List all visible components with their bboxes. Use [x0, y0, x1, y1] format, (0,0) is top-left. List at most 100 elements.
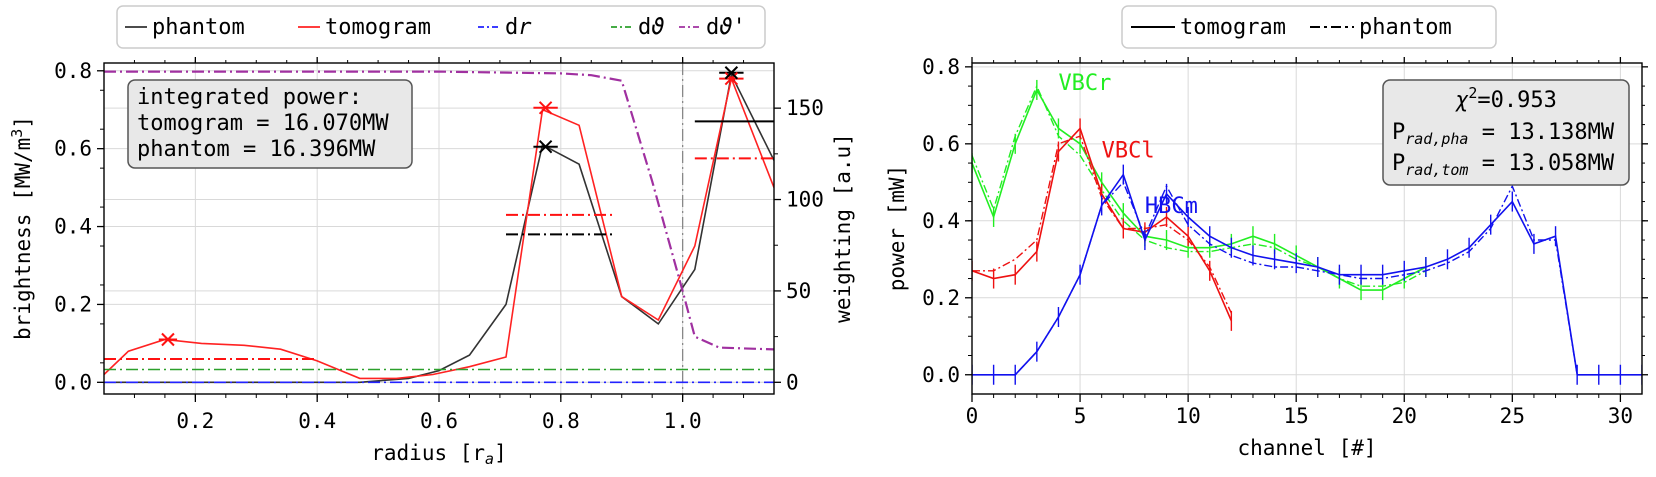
- x-axis-label-left: radius [ra]: [371, 441, 506, 468]
- legend-label-suffix: ': [733, 15, 746, 40]
- phantom-line-hbcm: [972, 181, 1642, 376]
- legend-label-italic: ϑ: [651, 15, 664, 40]
- annotation-line-1: integrated power:: [137, 85, 362, 110]
- phantom-line-vbcr: [972, 84, 1427, 287]
- y-tick-label-right: 0.2: [922, 286, 960, 310]
- series-label-vbcr: VBCr: [1058, 71, 1111, 96]
- legend-label-right-1: phantom: [1359, 15, 1452, 40]
- x-tick-label-right: 20: [1392, 404, 1417, 428]
- p-tom-main: P: [1392, 151, 1405, 176]
- x-tick-label-right: 10: [1175, 404, 1200, 428]
- chart-right: 0 5 10 15 20 25 30 0.0 0.2 0.4 0.6 0.8 VBCr VBCl HBCm…: [885, 5, 1648, 460]
- legend-label-0: phantom: [152, 15, 245, 40]
- y-axis-label-main: brightness [MW/m: [11, 138, 35, 340]
- peak-marker: [161, 332, 175, 347]
- series-right: [972, 79, 1642, 385]
- y-axis-label-left: brightness [MW/m3]: [8, 116, 35, 340]
- legend-label-1: tomogram: [325, 15, 431, 40]
- annotation-box-left: integrated power: tomogram = 16.070MW ph…: [127, 79, 413, 169]
- legend-label-2: dr: [505, 15, 532, 40]
- y-tick-label: 0.8: [54, 59, 92, 83]
- legend-entries-right: tomogram phantom: [1131, 15, 1452, 40]
- p-rad-pha-text: Prad,pha = 13.138MW: [1392, 120, 1615, 148]
- y-tick-label-right: 0.0: [922, 363, 960, 387]
- series-labels-right: VBCr VBCl HBCm: [1058, 71, 1197, 219]
- legend-frame-right: [1121, 5, 1497, 49]
- ticks-left: 0.2 0.4 0.6 0.8 1.0 0.0 0.2 0.4 0.6 0.8 0 50 100 150: [54, 57, 824, 433]
- x-tick-label-right: 5: [1074, 404, 1087, 428]
- x-tick-label-right: 25: [1500, 404, 1525, 428]
- x-tick-label: 0.6: [420, 409, 458, 433]
- p-pha-value: = 13.138MW: [1468, 120, 1614, 145]
- series-line-tomogram: [104, 75, 774, 380]
- y2-tick-label: 50: [786, 279, 811, 303]
- y-tick-label: 0.2: [54, 292, 92, 316]
- annotation-box-frame: [127, 79, 413, 169]
- y-tick-label-right: 0.8: [922, 55, 960, 79]
- chi-value: =0.953: [1477, 88, 1556, 113]
- x-tick-label-right: 15: [1284, 404, 1309, 428]
- legend-label-italic: ϑ: [719, 15, 732, 40]
- chart-left: 0.2 0.4 0.6 0.8 1.00.00.20.40.60.8050100150 …: [8, 5, 855, 468]
- y-axis-label-right: power [mW]: [885, 165, 909, 291]
- chi-squared-text: χ2=0.953: [1455, 84, 1557, 113]
- x-tick-label: 0.2: [176, 409, 214, 433]
- p-tom-value: = 13.058MW: [1468, 151, 1614, 176]
- y-tick-label: 0.6: [54, 137, 92, 161]
- y2-tick-label: 0: [786, 370, 799, 394]
- series-line-dtheta-prime: [104, 70, 774, 351]
- x-tick-label: 0.8: [542, 409, 580, 433]
- p-rad-tom-text: Prad,tom = 13.058MW: [1392, 151, 1615, 179]
- legend-right: tomogram phantom: [1121, 5, 1497, 49]
- x-axis-label-main: radius [r: [371, 441, 485, 465]
- legend-left: phantom tomogram dr dϑ dϑ': [116, 5, 766, 49]
- peak-marker: [538, 140, 553, 154]
- y-tick-label-right: 0.4: [922, 209, 960, 233]
- annotation-line-2: tomogram = 16.070MW: [137, 111, 389, 136]
- y2-axis-label-left: weighting [a.u]: [831, 133, 855, 323]
- annotation-box-frame-right: [1382, 79, 1630, 186]
- x-tick-label: 0.4: [298, 409, 336, 433]
- p-pha-main: P: [1392, 120, 1405, 145]
- legend-label-4: dϑ': [706, 15, 746, 40]
- legend-label-main: d: [505, 15, 518, 40]
- x-tick-label-right: 0: [966, 404, 979, 428]
- tomogram-line-vbcr: [972, 88, 1427, 291]
- series-label-hbcm: HBCm: [1145, 194, 1198, 219]
- y-tick-label: 0.0: [54, 370, 92, 394]
- ticks-right: 0 5 10 15 20 25 30 0.0 0.2 0.4 0.6 0.8: [922, 55, 1648, 428]
- peak-marker: [724, 71, 739, 86]
- y-tick-label: 0.4: [54, 215, 92, 239]
- series-label-vbcl: VBCl: [1102, 138, 1155, 163]
- x-axis-label-close: ]: [494, 441, 507, 465]
- annotation-line-3: phantom = 16.396MW: [137, 137, 376, 162]
- x-tick-label: 1.0: [664, 409, 702, 433]
- p-pha-sub: rad,pha: [1405, 130, 1468, 148]
- y-axis-label-sup: 3: [8, 129, 26, 138]
- legend-label-right-0: tomogram: [1180, 15, 1286, 40]
- legend-label-3: dϑ: [638, 15, 665, 40]
- peak-marker: [538, 101, 553, 115]
- chi-symbol: χ: [1455, 88, 1469, 113]
- legend-entries-left: phantom tomogram dr dϑ dϑ': [125, 15, 746, 40]
- y2-tick-label: 150: [786, 96, 824, 120]
- axes-frame-right: [971, 62, 1643, 395]
- y2-tick-label: 100: [786, 188, 824, 212]
- x-axis-label-right: channel [#]: [1237, 436, 1376, 460]
- x-axis-label-sub: a: [485, 450, 494, 468]
- chi-sup: 2: [1468, 84, 1477, 102]
- y-tick-label-right: 0.6: [922, 132, 960, 156]
- legend-label-italic: r: [518, 15, 532, 40]
- x-tick-label-right: 30: [1608, 404, 1633, 428]
- y-axis-label-close: ]: [11, 116, 35, 129]
- p-tom-sub: rad,tom: [1405, 161, 1468, 179]
- tomogram-line-hbcm: [972, 172, 1642, 376]
- annotation-box-right: χ2=0.953 Prad,pha = 13.138MW Prad,tom = …: [1382, 79, 1630, 186]
- legend-frame-left: [116, 5, 766, 49]
- legend-label-main: d: [706, 15, 719, 40]
- series-left: [104, 63, 774, 394]
- peak-marker: [724, 66, 739, 80]
- legend-label-main: d: [638, 15, 651, 40]
